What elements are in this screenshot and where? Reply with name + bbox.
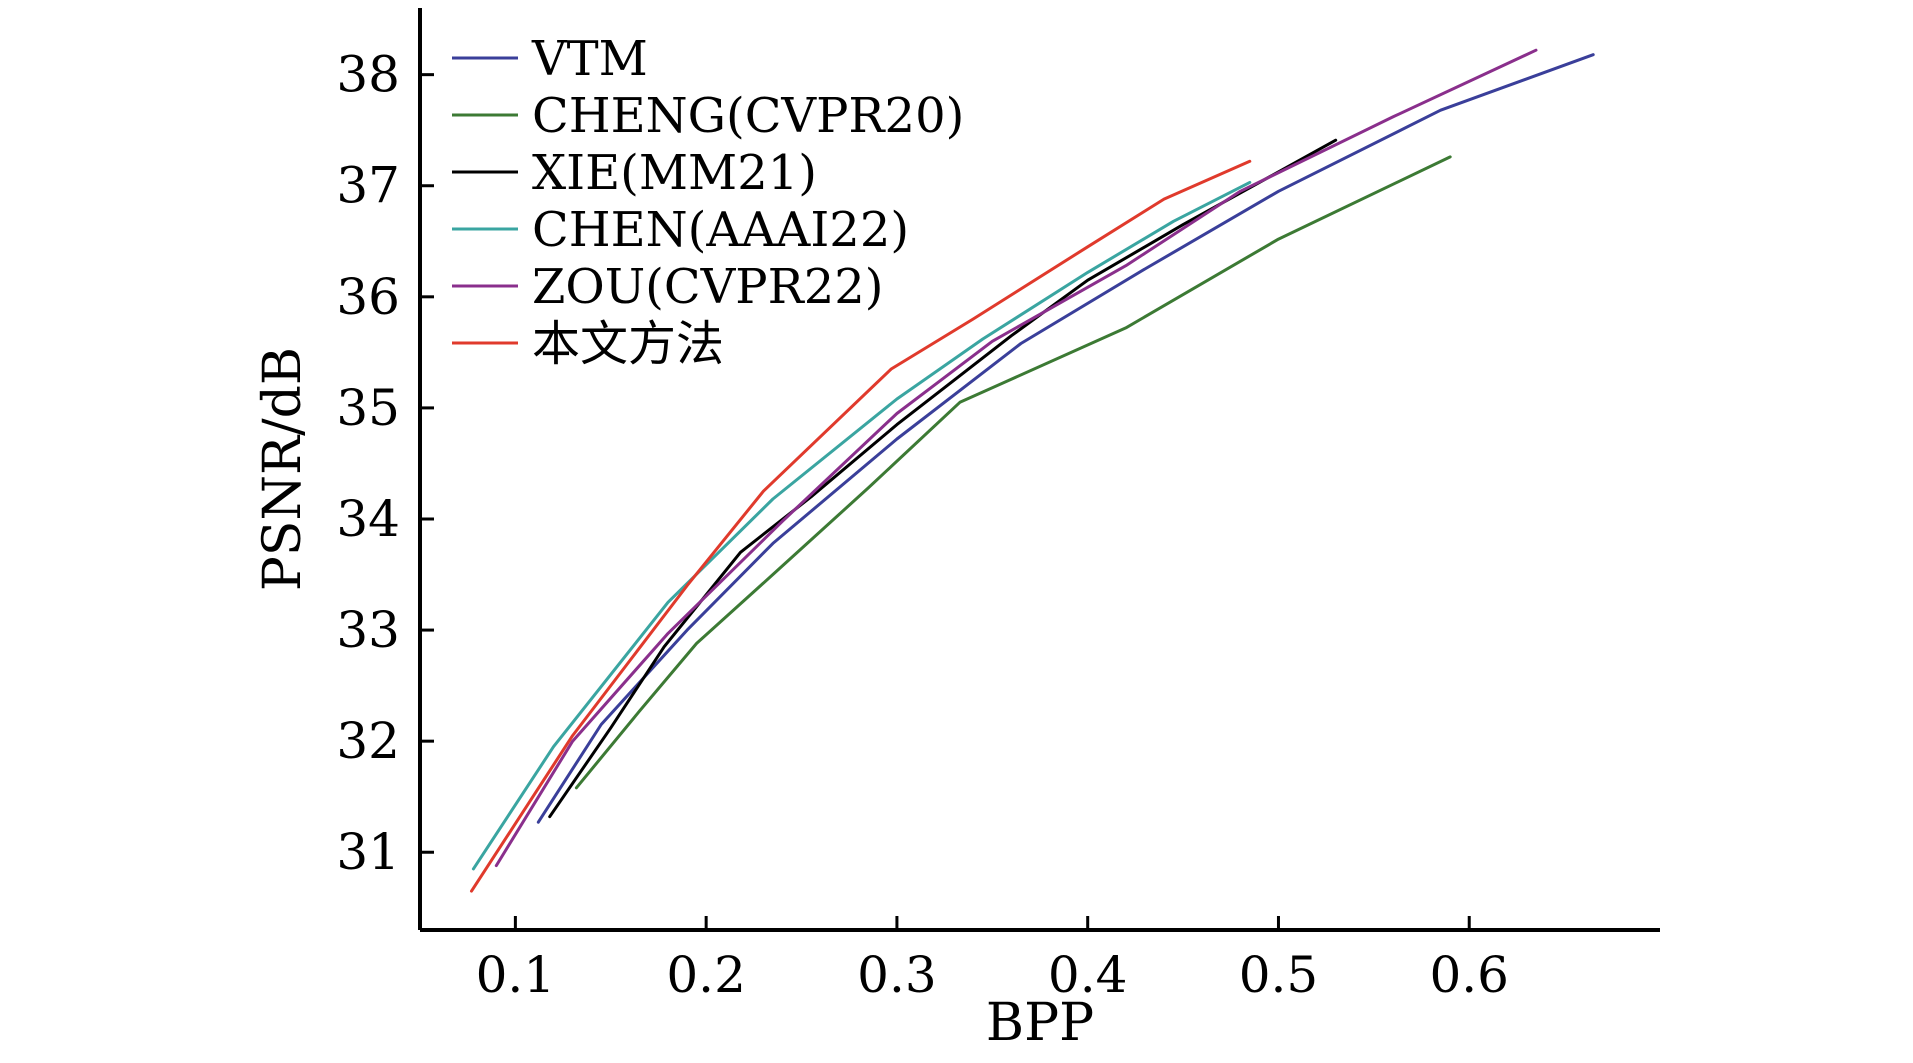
legend-entry-label: VTM bbox=[531, 31, 648, 87]
axes-layer bbox=[418, 8, 1660, 932]
y-tick-label: 36 bbox=[336, 268, 400, 326]
x-tick-label: 0.2 bbox=[666, 946, 746, 1004]
y-tick-label: 34 bbox=[336, 490, 400, 548]
y-tick-label: 32 bbox=[336, 712, 400, 770]
x-tick-label: 0.4 bbox=[1048, 946, 1128, 1004]
series-line-4 bbox=[471, 180, 1252, 871]
series-layer bbox=[470, 48, 1595, 893]
y-tick-label: 37 bbox=[336, 157, 400, 215]
legend: VTMCHENG(CVPR20)XIE(MM21)CHEN(AAAI22)ZOU… bbox=[452, 31, 964, 372]
series-line-6 bbox=[470, 159, 1252, 893]
y-tick-label: 35 bbox=[336, 379, 400, 437]
y-tick-label: 38 bbox=[336, 46, 400, 104]
legend-entry-label: CHENG(CVPR20) bbox=[532, 88, 964, 144]
y-axis-title: PSNR/dB bbox=[253, 347, 313, 591]
ticks-layer: 0.1 0.2 0.3 0.4 0.5 0.6 31 32 33 34 35 36 37 38 bbox=[336, 46, 1509, 1004]
x-tick-label: 0.1 bbox=[476, 946, 556, 1004]
series-line-5 bbox=[494, 48, 1538, 868]
y-tick-label: 33 bbox=[336, 601, 400, 659]
legend-entry-label: CHEN(AAAI22) bbox=[532, 202, 909, 258]
series-line-2 bbox=[574, 155, 1452, 790]
x-tick-label: 0.3 bbox=[857, 946, 937, 1004]
x-tick-label: 0.5 bbox=[1239, 946, 1319, 1004]
y-tick-label: 31 bbox=[336, 823, 400, 881]
x-axis-title: BPP bbox=[986, 993, 1094, 1053]
legend-entry-label: ZOU(CVPR22) bbox=[532, 259, 884, 315]
series-line-3 bbox=[548, 138, 1338, 819]
legend-entry-label: XIE(MM21) bbox=[532, 145, 817, 201]
legend-entry-label: 本文方法 bbox=[532, 316, 724, 372]
x-tick-label: 0.6 bbox=[1429, 946, 1509, 1004]
